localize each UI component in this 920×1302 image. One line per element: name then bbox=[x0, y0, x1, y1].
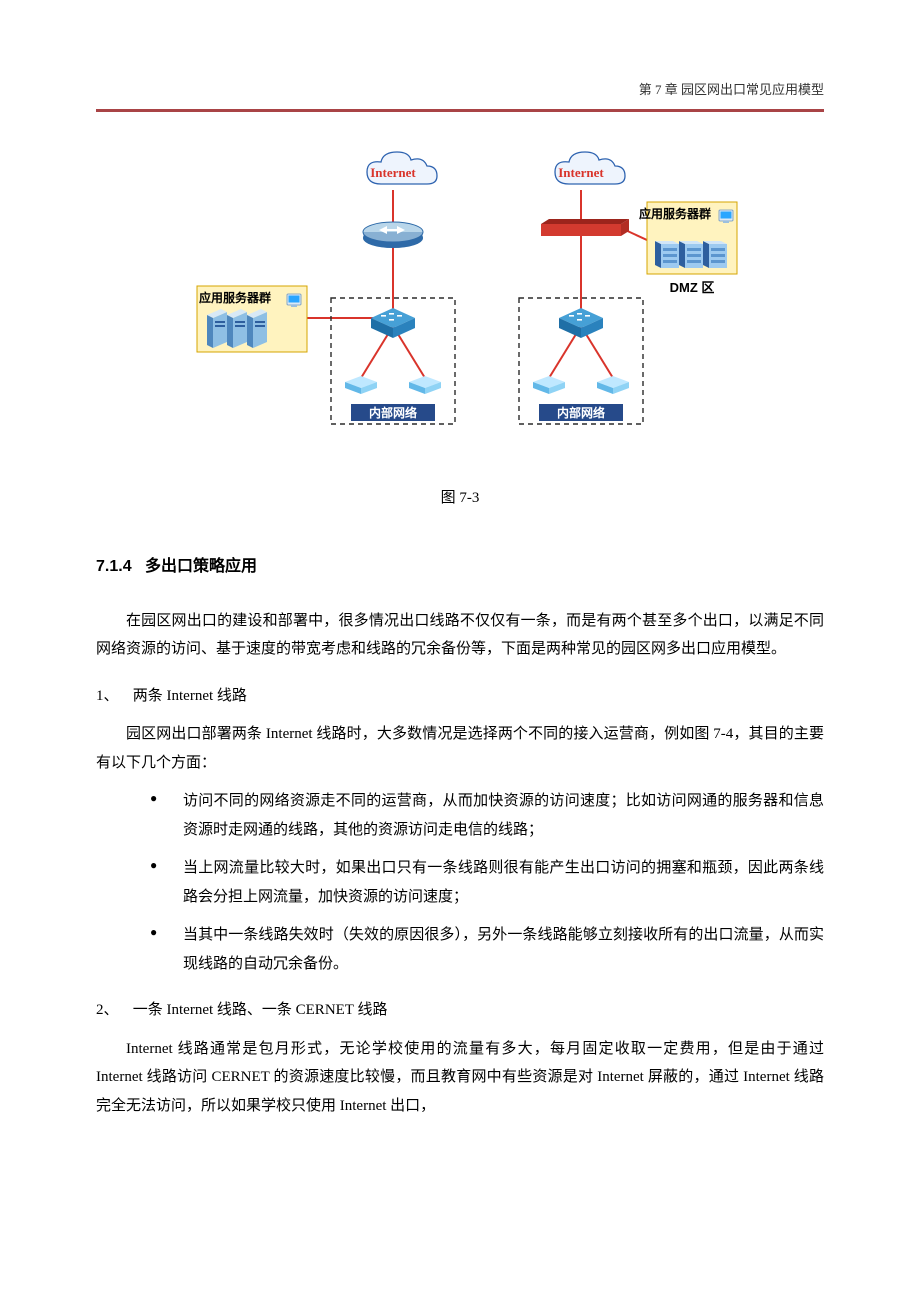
right-topology: Internet 应用服务器群 DMZ 区 内部网络 bbox=[519, 152, 737, 424]
left-topology: Internet 应用服务器群 内部网络 bbox=[197, 152, 455, 424]
header-rule bbox=[96, 109, 824, 112]
access-switch-icon bbox=[345, 376, 377, 394]
numbered-item-1: 1、 两条 Internet 线路 bbox=[96, 682, 824, 711]
app-server-label: 应用服务器群 bbox=[199, 290, 271, 305]
dmz-label: DMZ 区 bbox=[670, 280, 715, 295]
section-title: 多出口策略应用 bbox=[145, 558, 257, 575]
rack-icon bbox=[655, 241, 679, 268]
paragraph: 园区网出口部署两条 Internet 线路时，大多数情况是选择两个不同的接入运营… bbox=[96, 720, 824, 777]
server-icon bbox=[207, 309, 227, 348]
access-switch-icon bbox=[409, 376, 441, 394]
internet-label: Internet bbox=[558, 165, 604, 180]
bullet-item: 当其中一条线路失效时（失效的原因很多），另外一条线路能够立刻接收所有的出口流量，… bbox=[150, 921, 824, 978]
bullet-item: 当上网流量比较大时，如果出口只有一条线路则很有能产生出口访问的拥塞和瓶颈，因此两… bbox=[150, 854, 824, 911]
internal-label: 内部网络 bbox=[557, 405, 605, 420]
network-diagram: Internet 应用服务器群 内部网络 bbox=[175, 142, 745, 442]
bullet-item: 访问不同的网络资源走不同的运营商，从而加快资源的访问速度；比如访问网通的服务器和… bbox=[150, 787, 824, 844]
internet-label: Internet bbox=[370, 165, 416, 180]
figure-7-3: Internet 应用服务器群 内部网络 bbox=[96, 142, 824, 442]
figure-caption: 图 7-3 bbox=[96, 484, 824, 513]
page-root: 第 7 章 园区网出口常见应用模型 bbox=[0, 0, 920, 1302]
rack-icon bbox=[679, 241, 703, 268]
monitor-icon bbox=[287, 294, 301, 307]
app-server-label-2: 应用服务器群 bbox=[639, 206, 711, 221]
item-number: 1、 bbox=[96, 682, 129, 711]
monitor-icon bbox=[719, 210, 733, 223]
bullet-list: 访问不同的网络资源走不同的运营商，从而加快资源的访问速度；比如访问网通的服务器和… bbox=[96, 787, 824, 978]
paragraph: Internet 线路通常是包月形式，无论学校使用的流量有多大，每月固定收取一定… bbox=[96, 1035, 824, 1121]
item-title: 一条 Internet 线路、一条 CERNET 线路 bbox=[133, 1002, 388, 1018]
section-heading: 7.1.4 多出口策略应用 bbox=[96, 552, 824, 582]
running-head: 第 7 章 园区网出口常见应用模型 bbox=[96, 78, 824, 103]
server-icon bbox=[227, 309, 247, 348]
rack-icon bbox=[703, 241, 727, 268]
paragraph: 在园区网出口的建设和部署中，很多情况出口线路不仅仅有一条，而是有两个甚至多个出口… bbox=[96, 607, 824, 664]
internal-label: 内部网络 bbox=[369, 405, 417, 420]
item-title: 两条 Internet 线路 bbox=[133, 688, 247, 704]
firewall-icon bbox=[541, 219, 629, 236]
server-icon bbox=[247, 309, 267, 348]
section-number: 7.1.4 bbox=[96, 558, 132, 575]
item-number: 2、 bbox=[96, 996, 129, 1025]
numbered-item-2: 2、 一条 Internet 线路、一条 CERNET 线路 bbox=[96, 996, 824, 1025]
router-icon bbox=[363, 222, 423, 248]
access-switch-icon bbox=[533, 376, 565, 394]
switch-icon bbox=[559, 308, 603, 338]
access-switch-icon bbox=[597, 376, 629, 394]
switch-icon bbox=[371, 308, 415, 338]
